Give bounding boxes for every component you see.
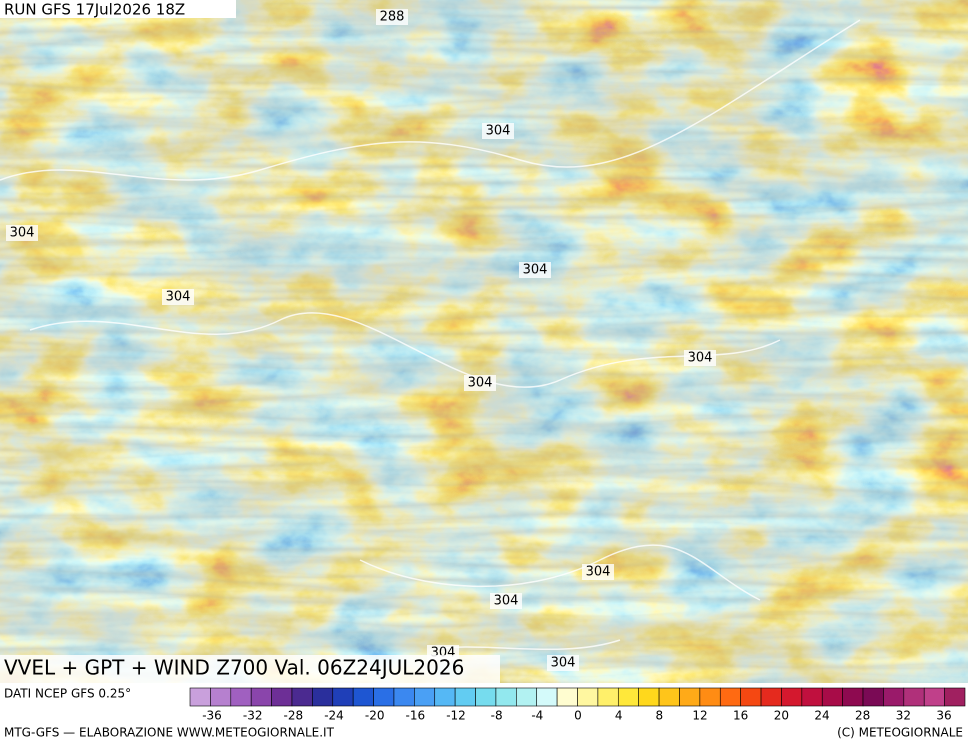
scale-label: -16: [406, 709, 426, 723]
footer-left: MTG-GFS — ELABORAZIONE WWW.METEOGIORNALE…: [4, 726, 335, 740]
contour-label: 304: [486, 124, 511, 139]
color-swatch: [495, 687, 517, 707]
color-swatch: [679, 687, 701, 707]
contour-label: 304: [166, 290, 191, 305]
contour-label: 304: [10, 226, 35, 241]
contour-label: 304: [523, 263, 548, 278]
run-label: RUN GFS 17Jul2026 18Z: [4, 1, 185, 19]
color-swatch: [434, 687, 456, 707]
color-swatch: [352, 687, 374, 707]
scale-label: 20: [774, 709, 789, 723]
contour-label-bg: [482, 123, 514, 139]
title-box: [0, 655, 500, 683]
scale-label: -28: [284, 709, 304, 723]
color-swatch: [230, 687, 252, 707]
scale-label: 24: [814, 709, 829, 723]
contour-label: 304: [586, 565, 611, 580]
color-swatch: [842, 687, 864, 707]
color-swatch: [454, 687, 476, 707]
scale-label: 8: [656, 709, 664, 723]
color-swatch: [617, 687, 639, 707]
color-swatch: [883, 687, 905, 707]
contour-label: 304: [551, 656, 576, 671]
scale-label: 4: [615, 709, 623, 723]
scale-label: 36: [936, 709, 951, 723]
color-swatch: [373, 687, 395, 707]
color-swatch: [862, 687, 884, 707]
color-swatch: [699, 687, 721, 707]
contour-label: 304: [688, 351, 713, 366]
color-swatch: [393, 687, 415, 707]
color-swatch: [556, 687, 578, 707]
geopotential-contours: [0, 19, 861, 651]
contour-label-bg: [464, 375, 496, 391]
color-swatch: [740, 687, 762, 707]
color-swatch: [801, 687, 823, 707]
color-swatch: [516, 687, 538, 707]
contour-label-bg: [490, 593, 522, 609]
contour-label: 304: [494, 594, 519, 609]
wind-streamlines: [0, 0, 968, 683]
color-swatch: [271, 687, 293, 707]
contour-label: 288: [380, 10, 405, 25]
color-swatch: [332, 687, 354, 707]
scale-label: -24: [324, 709, 344, 723]
color-swatch: [923, 687, 945, 707]
color-swatch: [475, 687, 497, 707]
contour-label: 304: [468, 376, 493, 391]
scale-label: -4: [531, 709, 543, 723]
color-swatch: [903, 687, 925, 707]
scale-label: -36: [202, 709, 222, 723]
scale-label: 32: [896, 709, 911, 723]
color-swatch: [536, 687, 558, 707]
scale-label: 0: [574, 709, 582, 723]
contour-label-bg: [582, 564, 614, 580]
contour-label-bg: [162, 289, 194, 305]
scale-label: 16: [733, 709, 748, 723]
color-swatch: [312, 687, 334, 707]
color-swatch: [597, 687, 619, 707]
color-scale: -36 -32 -28 -24 -20 -16 -12 -8 -4 0 4 8 12 16 20 24 28 32…: [189, 687, 966, 723]
color-swatch: [638, 687, 660, 707]
color-swatch: [210, 687, 232, 707]
map-title: VVEL + GPT + WIND Z700 Val. 06Z24JUL2026: [4, 656, 464, 680]
contour-label-bg: [376, 9, 408, 25]
color-swatch: [577, 687, 599, 707]
color-swatch: [414, 687, 436, 707]
scale-label: 12: [692, 709, 707, 723]
scale-label: -12: [446, 709, 466, 723]
scale-label: -32: [243, 709, 263, 723]
color-swatch: [189, 687, 211, 707]
scale-label: 28: [855, 709, 870, 723]
color-swatch: [760, 687, 782, 707]
color-swatch: [250, 687, 272, 707]
contour-label-bg: [6, 225, 38, 241]
data-source: DATI NCEP GFS 0.25°: [4, 687, 131, 701]
color-swatch: [291, 687, 313, 707]
run-box: [0, 0, 236, 18]
color-swatch: [719, 687, 741, 707]
contour-label-bg: [684, 350, 716, 366]
color-swatch: [658, 687, 680, 707]
color-swatch: [781, 687, 803, 707]
scale-label: -8: [491, 709, 503, 723]
color-swatch: [821, 687, 843, 707]
contour-label-bg: [547, 655, 579, 671]
contour-label-bg: [519, 262, 551, 278]
scale-label: -20: [365, 709, 385, 723]
footer-right: (C) METEOGIORNALE: [837, 726, 963, 740]
color-swatch: [944, 687, 966, 707]
